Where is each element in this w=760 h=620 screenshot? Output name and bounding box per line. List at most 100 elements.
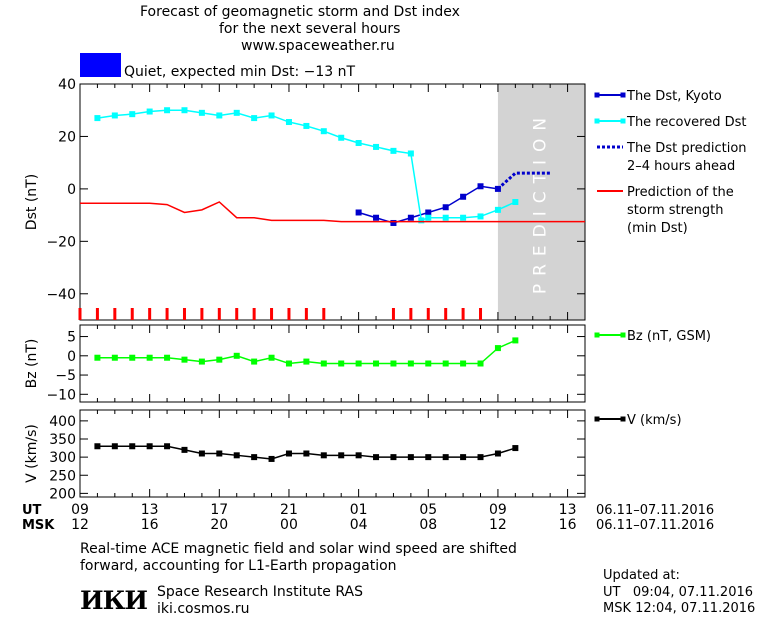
y-tick-label: 400 [49,414,76,430]
data-point [442,360,449,367]
data-point [251,358,258,365]
legend-marker [620,118,626,124]
ut-axis-label: UT [22,503,42,518]
y-tick-label: 300 [49,450,76,466]
data-point [303,450,310,457]
data-point [303,122,310,129]
data-point [320,360,327,367]
data-point [285,360,292,367]
data-point [216,356,223,363]
data-point [460,360,467,367]
data-point [373,143,380,150]
data-point [198,450,205,457]
data-point [268,354,275,361]
data-point [320,452,327,459]
data-point [494,206,501,213]
legend-marker [594,92,600,98]
data-point [94,443,101,450]
y-tick-label: −10 [46,387,76,403]
data-point [198,109,205,116]
dst-panel: PREDICTION 40 20 0 −20 −40 Dst (nT) The Dst, Ky… [24,77,747,321]
msk-tick-label: 12 [71,517,89,533]
data-point [216,450,223,457]
legend-entry: V (km/s) [627,413,682,428]
data-point [129,354,136,361]
ut-tick-label: 09 [71,502,89,518]
institute-site[interactable]: iki.cosmos.ru [157,601,250,617]
data-point [512,337,519,344]
data-point [477,183,484,190]
msk-tick-label: 16 [141,517,159,533]
data-point [164,443,171,450]
data-point [251,115,258,122]
ut-tick-label: 21 [280,502,298,518]
legend-marker [620,332,626,338]
footer-note-line1: Real-time ACE magnetic field and solar w… [80,541,517,557]
updated-msk: MSK 12:04, 07.11.2016 [603,601,756,616]
y-tick-label: 5 [67,330,76,346]
ut-tick-label: 13 [559,502,577,518]
data-point [233,452,240,459]
data-point [129,111,136,118]
data-point [233,109,240,116]
data-point [216,112,223,119]
data-point [460,214,467,221]
data-point [390,360,397,367]
ut-tick-label: 13 [141,502,159,518]
legend-marker [620,92,626,98]
ut-tick-label: 01 [350,502,368,518]
y-tick-label: −20 [46,234,76,250]
data-point [355,140,362,146]
msk-axis-label: MSK [22,518,55,533]
data-point [425,360,432,367]
legend-entry: The Dst, Kyoto [626,89,722,104]
data-point [94,354,101,361]
data-point [407,454,414,461]
iki-logo: ИКИ [80,586,148,615]
chart-title-line2: for the next several hours [219,21,401,37]
data-point [477,213,484,220]
data-point [111,443,118,450]
panel-frame [79,409,586,498]
ut-date-range: 06.11–07.11.2016 [596,503,714,518]
data-point [407,150,414,157]
msk-tick-label: 20 [210,517,228,533]
y-tick-label: 0 [67,349,76,365]
msk-tick-label: 12 [489,517,507,533]
v-panel: 400 350 300 250 200 V (km/s) V (km/s) [24,409,682,502]
data-point [477,360,484,367]
chart-title-line1: Forecast of geomagnetic storm and Dst in… [140,4,460,20]
y-tick-label: 40 [58,77,76,93]
status-text: Quiet, expected min Dst: −13 nT [124,64,356,80]
ut-tick-label: 09 [489,502,507,518]
data-point [477,454,484,461]
legend-marker [620,416,626,422]
data-point [390,454,397,461]
data-point [494,345,501,352]
panel-frame [79,83,586,321]
legend-entry: The recovered Dst [626,115,746,130]
legend-entry: The Dst prediction [626,141,747,156]
y-tick-label: 0 [67,182,76,198]
data-point [442,214,449,221]
bz-panel: 5 0 −5 −10 Bz (nT) Bz (nT, GSM) [24,324,711,403]
data-point [303,358,310,365]
data-point [111,112,118,119]
source-url[interactable]: www.spaceweather.ru [241,38,395,54]
msk-tick-label: 00 [280,517,298,533]
data-point [251,454,258,461]
legend-marker [594,118,600,124]
ut-tick-label: 05 [419,502,437,518]
data-point [442,204,449,211]
data-point [460,454,467,461]
msk-tick-label: 04 [350,517,368,533]
data-point [407,360,414,367]
data-point [373,454,380,461]
panel-frame [79,324,586,403]
y-tick-label: −5 [55,368,76,384]
data-point [494,450,501,457]
data-point [407,214,414,221]
data-point [268,112,275,119]
data-point [338,360,345,367]
